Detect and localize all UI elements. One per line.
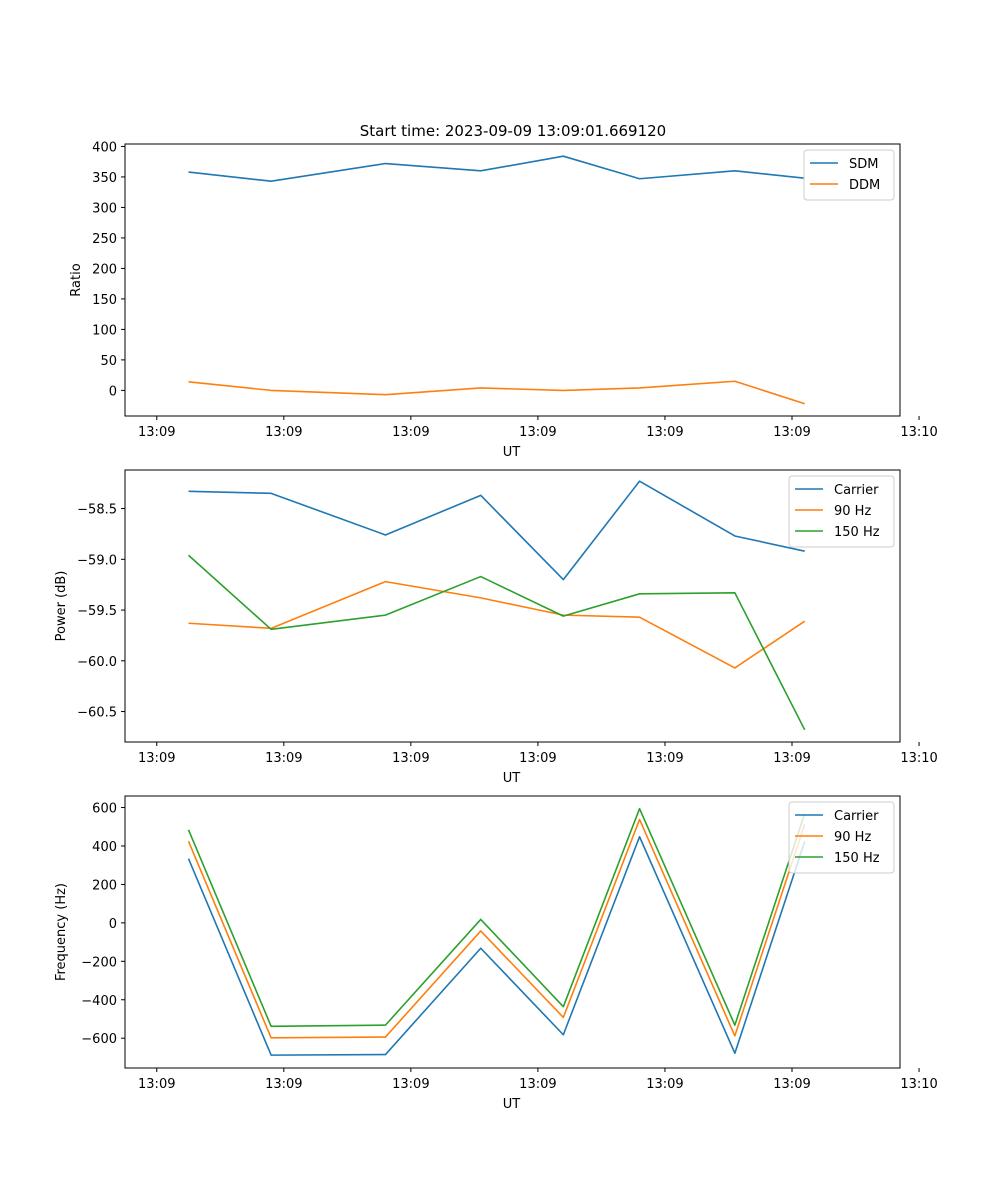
series-line-carrier — [188, 480, 805, 581]
x-axis-label: UT — [503, 771, 521, 786]
x-tick-label: 13:09 — [519, 751, 556, 766]
x-tick-label: 13:10 — [900, 425, 937, 440]
y-tick-label: 150 — [92, 293, 117, 308]
y-tick-label: 100 — [92, 323, 117, 338]
chart-title: Start time: 2023-09-09 13:09:01.669120 — [360, 122, 666, 140]
x-axis-label: UT — [503, 445, 521, 460]
legend-box — [788, 801, 895, 874]
x-tick-label: 13:09 — [392, 751, 429, 766]
y-tick-label: −59.0 — [77, 553, 117, 568]
y-tick-label: 400 — [92, 140, 117, 155]
x-tick-label: 13:09 — [265, 1077, 302, 1092]
legend-label: Carrier — [834, 809, 879, 824]
series-line-150-hz — [187, 554, 806, 731]
x-tick-label: 13:09 — [265, 425, 302, 440]
x-tick-label: 13:09 — [519, 425, 556, 440]
y-tick-label: 400 — [92, 840, 117, 855]
x-tick-label: 13:09 — [646, 1077, 683, 1092]
y-tick-label: −58.5 — [77, 503, 117, 518]
axes-frame — [124, 469, 901, 743]
y-tick-label: 250 — [92, 232, 117, 247]
legend-label: SDM — [849, 157, 878, 172]
y-tick-label: −400 — [81, 994, 117, 1009]
y-tick-label: −60.0 — [77, 655, 117, 670]
x-tick-label: 13:09 — [138, 1077, 175, 1092]
power-panel: 13:09 13:09 13:09 13:09 13:09 13:09 13:10 UT −60… — [54, 469, 938, 786]
x-tick-label: 13:09 — [646, 425, 683, 440]
legend-label: 150 Hz — [834, 851, 880, 866]
x-tick-label: 13:09 — [646, 751, 683, 766]
y-tick-label: 200 — [92, 262, 117, 277]
legend: Carrier 90 Hz 150 Hz — [788, 475, 895, 548]
x-tick-label: 13:09 — [138, 425, 175, 440]
series-line-ddm — [188, 380, 805, 405]
x-tick-label: 13:09 — [773, 425, 810, 440]
x-tick-label: 13:10 — [900, 1077, 937, 1092]
series-line-90-hz — [187, 818, 806, 1039]
legend-label: 90 Hz — [834, 830, 871, 845]
y-axis-label: Power (dB) — [54, 571, 69, 642]
x-tick-label: 13:09 — [773, 751, 810, 766]
y-axis-label: Frequency (Hz) — [54, 883, 69, 981]
x-tick-label: 13:09 — [392, 425, 429, 440]
legend: SDM DDM — [803, 149, 895, 201]
x-tick-label: 13:09 — [773, 1077, 810, 1092]
y-tick-label: 50 — [100, 354, 117, 369]
y-tick-label: −600 — [81, 1032, 117, 1047]
y-tick-label: 600 — [92, 802, 117, 817]
legend-label: Carrier — [834, 483, 879, 498]
y-tick-label: −200 — [81, 955, 117, 970]
y-tick-label: 0 — [109, 384, 117, 399]
legend-label: DDM — [849, 178, 880, 193]
y-tick-label: 0 — [109, 917, 117, 932]
y-tick-label: −60.5 — [77, 706, 117, 721]
frequency-panel: 13:09 13:09 13:09 13:09 13:09 13:09 13:10 UT −60… — [54, 795, 938, 1112]
axes-frame — [124, 143, 901, 417]
legend-box — [788, 475, 895, 548]
x-tick-label: 13:09 — [519, 1077, 556, 1092]
y-tick-label: 200 — [92, 878, 117, 893]
y-tick-label: −59.5 — [77, 604, 117, 619]
legend-label: 150 Hz — [834, 525, 880, 540]
series-line-carrier — [187, 835, 806, 1056]
x-tick-label: 13:09 — [392, 1077, 429, 1092]
legend-label: 90 Hz — [834, 504, 871, 519]
series-line-sdm — [188, 155, 805, 182]
series-line-90-hz — [188, 580, 806, 669]
axes-frame — [124, 795, 901, 1069]
x-tick-label: 13:09 — [138, 751, 175, 766]
x-axis-label: UT — [503, 1097, 521, 1112]
y-tick-label: 300 — [92, 201, 117, 216]
x-tick-label: 13:10 — [900, 751, 937, 766]
y-axis-label: Ratio — [69, 263, 84, 296]
ratio-panel: 13:09 13:09 13:09 13:09 13:09 13:09 13:10 UT 0 50… — [69, 140, 938, 460]
series-line-150-hz — [187, 807, 806, 1028]
legend: Carrier 90 Hz 150 Hz — [788, 801, 895, 874]
x-tick-label: 13:09 — [265, 751, 302, 766]
y-tick-label: 350 — [92, 171, 117, 186]
